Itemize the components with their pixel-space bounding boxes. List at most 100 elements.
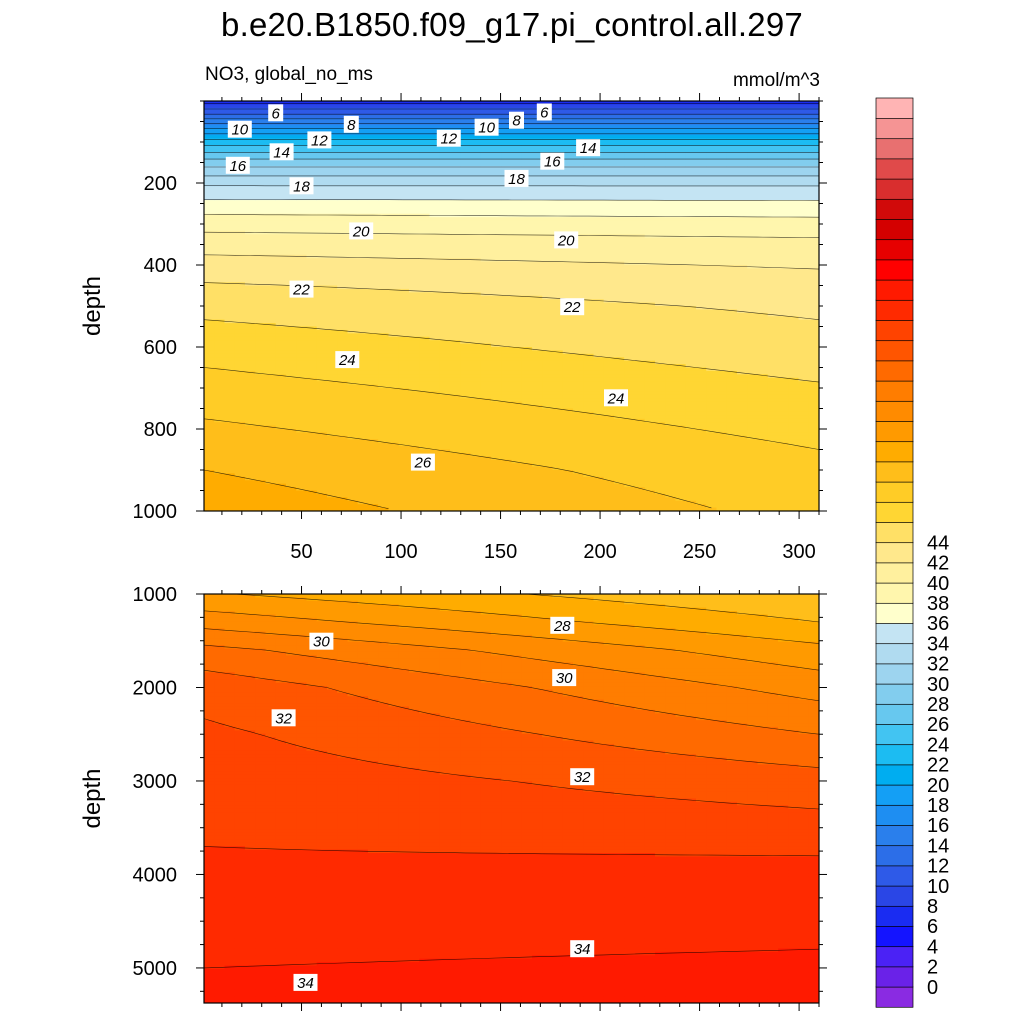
field-cell xyxy=(460,367,472,372)
field-cell xyxy=(542,408,554,413)
field-cell xyxy=(204,285,215,290)
field-cell xyxy=(460,206,472,211)
field-cell xyxy=(562,172,574,177)
field-cell xyxy=(470,381,482,386)
field-cell xyxy=(429,394,441,399)
field-cell xyxy=(480,135,492,140)
field-cell xyxy=(521,210,533,215)
field-cell xyxy=(337,183,349,188)
field-cell xyxy=(286,507,297,511)
field-cell xyxy=(521,118,533,123)
field-cell xyxy=(275,415,287,420)
field-cell xyxy=(398,357,410,362)
field-cell xyxy=(255,186,267,191)
field-cell xyxy=(245,340,256,345)
field-cell xyxy=(234,473,246,478)
field-cell xyxy=(357,442,369,447)
field-cell xyxy=(296,247,308,252)
field-cell xyxy=(316,360,328,365)
field-cell xyxy=(409,449,420,454)
field-cell xyxy=(491,261,502,266)
field-cell xyxy=(491,230,502,235)
field-cell xyxy=(439,302,451,307)
field-cell xyxy=(306,456,318,461)
field-cell xyxy=(450,189,461,194)
field-cell xyxy=(419,377,431,382)
field-cell xyxy=(296,394,308,399)
field-cell xyxy=(337,128,349,133)
field-cell xyxy=(491,487,502,492)
field-cell xyxy=(306,343,318,348)
field-cell xyxy=(224,186,236,191)
field-cell xyxy=(245,196,256,201)
field-cell xyxy=(327,507,338,511)
field-cell xyxy=(265,333,277,338)
field-cell xyxy=(511,394,523,399)
field-cell xyxy=(573,124,584,129)
field-cell xyxy=(521,142,533,147)
field-cell xyxy=(429,405,441,410)
field-cell xyxy=(245,268,256,273)
field-cell xyxy=(296,234,308,239)
field-cell xyxy=(603,292,615,297)
field-cell xyxy=(337,343,349,348)
field-cell xyxy=(603,326,615,331)
field-cell xyxy=(204,186,215,191)
field-cell xyxy=(419,271,431,276)
field-cell xyxy=(316,196,328,201)
field-cell xyxy=(337,169,349,174)
field-cell xyxy=(501,251,513,256)
field-cell xyxy=(265,357,277,362)
field-cell xyxy=(450,377,461,382)
field-cell xyxy=(327,217,338,222)
field-cell xyxy=(583,206,595,211)
field-cell xyxy=(521,422,533,427)
field-cell xyxy=(419,142,431,147)
field-cell xyxy=(521,463,533,468)
field-cell xyxy=(224,391,236,396)
field-cell xyxy=(296,381,308,386)
field-cell xyxy=(562,295,574,300)
field-cell xyxy=(583,288,595,293)
field-cell xyxy=(491,176,502,181)
field-cell xyxy=(357,333,369,338)
field-cell xyxy=(593,357,605,362)
field-cell xyxy=(234,111,246,116)
field-cell xyxy=(419,217,431,222)
field-cell xyxy=(234,179,246,184)
field-cell xyxy=(255,411,267,416)
field-cell xyxy=(378,316,390,321)
field-cell xyxy=(368,210,379,215)
field-cell xyxy=(491,148,502,153)
field-cell xyxy=(593,251,605,256)
field-cell xyxy=(204,247,215,252)
field-cell xyxy=(470,507,482,511)
field-cell xyxy=(409,227,420,232)
field-cell xyxy=(255,244,267,249)
field-cell xyxy=(593,203,605,208)
field-cell xyxy=(275,309,287,314)
field-cell xyxy=(429,210,441,215)
field-cell xyxy=(388,449,400,454)
field-cell xyxy=(562,203,574,208)
field-cell xyxy=(491,251,502,256)
field-cell xyxy=(214,347,226,352)
field-cell xyxy=(245,278,256,283)
field-cell xyxy=(275,364,287,369)
field-cell xyxy=(614,282,625,287)
field-cell xyxy=(347,159,359,164)
field-cell xyxy=(357,258,369,263)
field-cell xyxy=(593,360,605,365)
field-cell xyxy=(409,415,420,420)
field-cell xyxy=(306,425,318,430)
field-cell xyxy=(614,155,625,160)
field-cell xyxy=(552,196,564,201)
field-cell xyxy=(214,268,226,273)
field-cell xyxy=(327,350,338,355)
field-cell xyxy=(245,483,256,488)
field-cell xyxy=(327,343,338,348)
field-cell xyxy=(398,268,410,273)
field-cell xyxy=(542,374,554,379)
field-cell xyxy=(234,435,246,440)
field-cell xyxy=(491,353,502,358)
